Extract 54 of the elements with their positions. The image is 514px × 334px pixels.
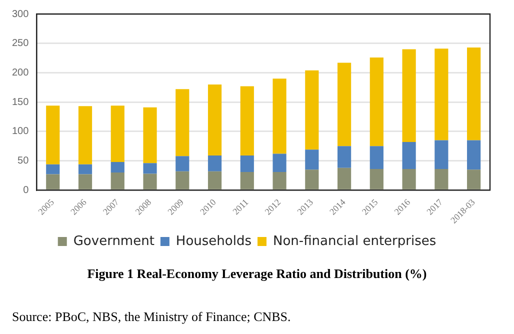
bar [434,169,448,190]
bar [305,170,319,190]
bar [240,172,254,190]
bar [176,156,190,172]
bar [370,57,384,146]
y-tick-label: 300 [12,8,30,20]
bar [78,164,92,174]
source-note: Source: PBoC, NBS, the Ministry of Finance; CNBS. [12,309,291,325]
legend-label: Households [176,234,252,249]
bar [46,106,60,164]
bar [208,171,222,190]
bar [240,86,254,156]
bar [46,174,60,190]
bar [208,84,222,156]
bar [467,170,481,190]
legend-label: Government [73,234,154,249]
bar [176,89,190,156]
bar [78,174,92,190]
bar [143,163,157,174]
bar [402,49,416,142]
bar [337,146,352,168]
bar [143,107,157,164]
legend-label: Non-financial enterprises [273,234,436,249]
y-tick-label: 100 [12,126,30,138]
bar [143,174,157,190]
y-tick-label: 0 [23,184,30,196]
y-tick-label: 200 [12,67,30,78]
bar [370,146,384,170]
bar [467,47,481,140]
bar [110,106,124,162]
bar [370,169,384,190]
y-tick-label: 150 [12,96,30,108]
bar [46,164,60,174]
bar [305,70,319,150]
bar [467,140,481,170]
bar [272,154,286,172]
text: Figure 1 Real-Economy Leverage Ratio and Distribution (%) [86,266,428,282]
bar [240,156,254,172]
bar [272,172,286,190]
bar [305,150,319,170]
y-tick-label: 250 [12,38,30,50]
y-tick-label: 50 [18,156,30,167]
bar [337,168,352,190]
bar [110,172,124,190]
bar [110,162,124,173]
bar [337,62,352,146]
bar [176,171,190,190]
bar [208,156,222,172]
bar [402,142,416,170]
bar [434,140,448,170]
bar [402,169,416,190]
bar [78,106,92,164]
bar [434,48,448,140]
bar [272,78,286,154]
